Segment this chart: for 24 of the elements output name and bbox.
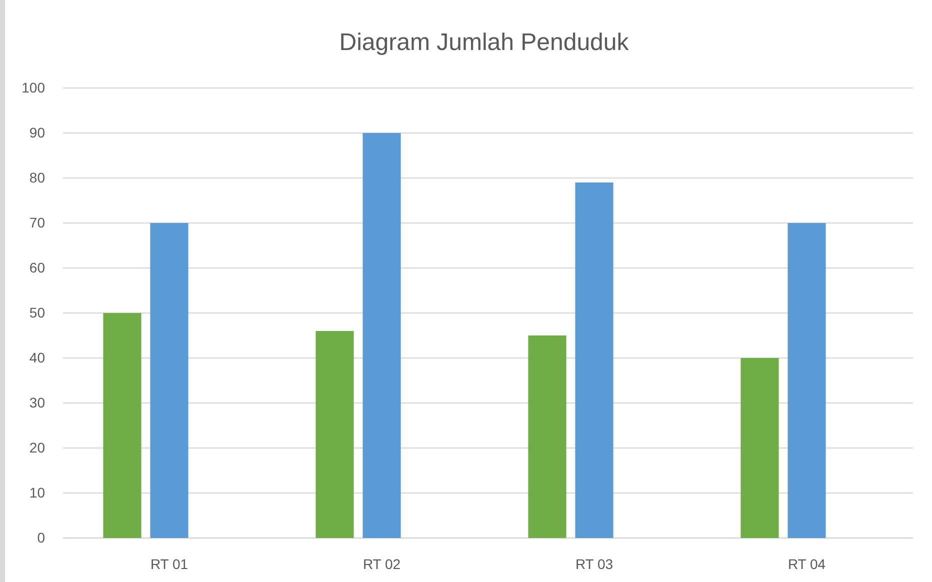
y-tick-label: 90 (29, 124, 46, 140)
x-tick-label: RT 03 (575, 556, 614, 572)
x-tick-label: RT 02 (362, 556, 401, 572)
bar (740, 358, 779, 538)
y-tick-label: 50 (29, 304, 46, 320)
bar (362, 133, 401, 538)
y-tick-label: 30 (29, 394, 46, 410)
y-tick-label: 40 (29, 349, 46, 366)
bar (575, 182, 614, 538)
y-tick-label: 0 (37, 529, 46, 546)
y-tick-label: 70 (29, 214, 46, 230)
y-tick-label: 80 (29, 169, 46, 186)
bar (788, 223, 826, 538)
chart-title: Diagram Jumlah Penduduk (339, 29, 630, 56)
bar (316, 331, 354, 538)
y-tick-label: 10 (29, 484, 46, 500)
x-tick-label: RT 04 (788, 556, 826, 572)
bar (150, 223, 188, 538)
bar (103, 313, 142, 538)
x-tick-label: RT 01 (150, 556, 188, 572)
y-tick-label: 100 (22, 79, 46, 96)
y-tick-label: 60 (29, 259, 46, 276)
y-tick-label: 20 (29, 439, 46, 456)
bar (528, 336, 566, 538)
